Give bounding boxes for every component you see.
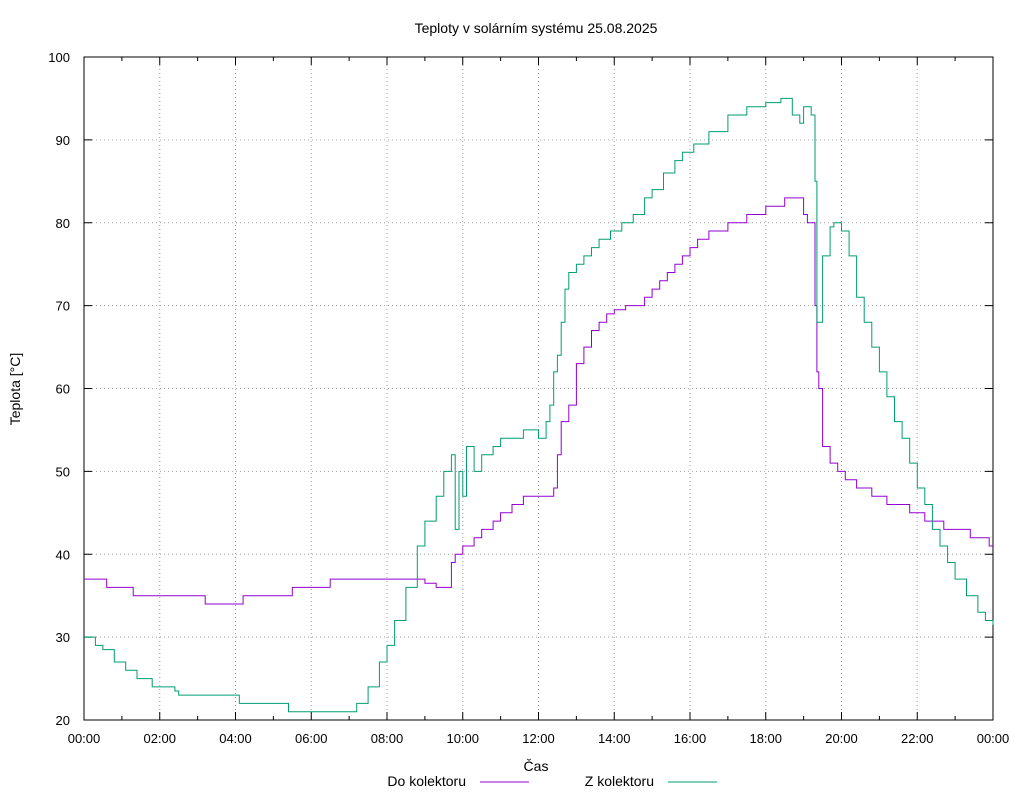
x-tick-label: 22:00	[901, 731, 934, 746]
x-tick-label: 18:00	[749, 731, 782, 746]
x-tick-label: 04:00	[219, 731, 252, 746]
axis-ticks: 20 30 40 50 60 70 80 90 100 00:00 02:00 04:00 06:00 0…	[48, 50, 1009, 746]
x-tick-label: 10:00	[446, 731, 479, 746]
y-tick-label: 100	[48, 50, 70, 65]
y-tick-label: 40	[56, 547, 70, 562]
y-tick-label: 70	[56, 299, 70, 314]
y-tick-label: 20	[56, 713, 70, 728]
legend-label-do-kolektoru: Do kolektoru	[387, 773, 466, 789]
x-tick-label: 02:00	[143, 731, 176, 746]
y-tick-label: 60	[56, 382, 70, 397]
x-tick-label: 16:00	[674, 731, 707, 746]
y-tick-label: 80	[56, 216, 70, 231]
series	[84, 97, 994, 713]
legend-label-z-kolektoru: Z kolektoru	[585, 773, 654, 789]
y-tick-label: 90	[56, 133, 70, 148]
x-tick-label: 12:00	[522, 731, 555, 746]
grid	[84, 57, 993, 720]
legend: Do kolektoru Z kolektoru	[387, 773, 717, 789]
y-tick-label: 50	[56, 464, 70, 479]
series-line-z-kolektoru	[84, 97, 994, 713]
chart-title: Teploty v solárním systému 25.08.2025	[415, 20, 658, 36]
x-axis-label: Čas	[524, 758, 549, 774]
series-line-do-kolektoru	[84, 197, 993, 605]
x-tick-label: 08:00	[371, 731, 404, 746]
x-tick-label: 00:00	[68, 731, 101, 746]
y-axis-label: Teplota [°C]	[7, 353, 23, 426]
x-tick-label: 20:00	[825, 731, 858, 746]
x-tick-label: 00:00	[977, 731, 1010, 746]
x-tick-label: 14:00	[598, 731, 631, 746]
x-tick-label: 06:00	[295, 731, 328, 746]
y-tick-label: 30	[56, 630, 70, 645]
